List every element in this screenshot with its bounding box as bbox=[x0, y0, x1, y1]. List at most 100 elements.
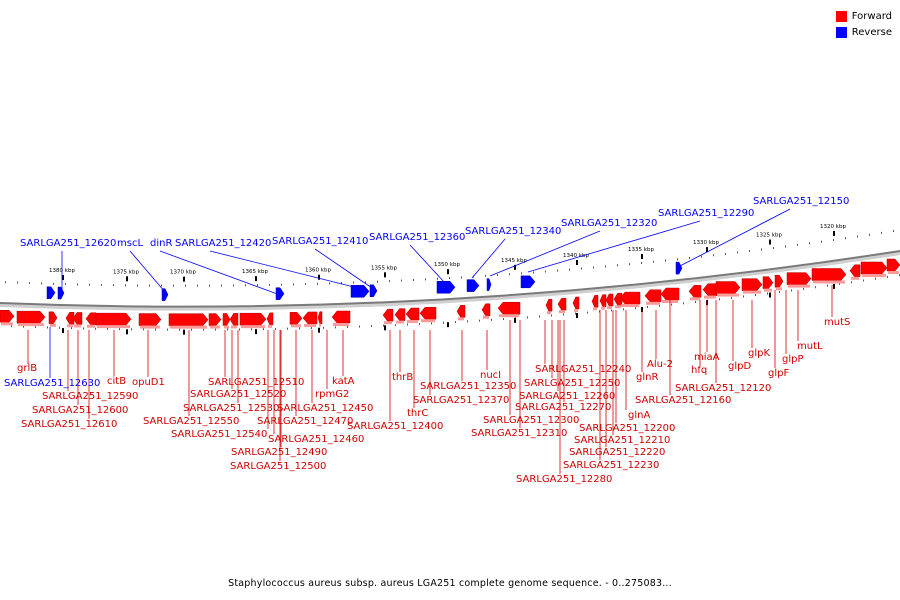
legend-forward-label: Forward bbox=[851, 11, 892, 22]
forward-gene bbox=[229, 313, 239, 326]
forward-gene-label: rpmG2 bbox=[315, 389, 349, 400]
ruler-dot bbox=[329, 282, 330, 285]
label-connector bbox=[679, 208, 791, 267]
forward-gene-shadow bbox=[241, 325, 265, 329]
ruler-dot bbox=[173, 284, 174, 287]
ruler-dot bbox=[509, 273, 510, 276]
label-connector bbox=[409, 244, 446, 284]
forward-gene-label: SARLGA251_12370 bbox=[413, 395, 509, 406]
forward-gene-label: citB bbox=[107, 376, 126, 387]
label-connector bbox=[471, 238, 506, 279]
ruler-dot bbox=[527, 316, 528, 319]
ruler-dot bbox=[677, 258, 678, 261]
ruler-dot bbox=[311, 327, 312, 330]
ruler-dot bbox=[83, 327, 84, 330]
ruler-dot bbox=[887, 275, 888, 278]
reverse-gene-label: SARLGA251_12360 bbox=[369, 232, 465, 243]
ruler-dot bbox=[563, 313, 564, 316]
forward-gene bbox=[16, 310, 46, 324]
ruler-dot bbox=[857, 235, 858, 238]
forward-gene-shadow bbox=[67, 324, 73, 328]
forward-gene-label: SARLGA251_12540 bbox=[171, 429, 267, 440]
major-tick bbox=[514, 264, 516, 270]
forward-gene-label: glpK bbox=[748, 348, 770, 359]
reverse-gene-label: SARLGA251_12290 bbox=[658, 208, 754, 219]
forward-gene-label: SARLGA251_12470 bbox=[257, 416, 353, 427]
ruler-dot bbox=[557, 269, 558, 272]
tick-label: 1365 kbp bbox=[242, 269, 268, 275]
ruler-dot bbox=[647, 306, 648, 309]
tick-label: 1370 kbp bbox=[170, 270, 196, 276]
forward-gene-shadow bbox=[97, 325, 130, 329]
tick-label: 1350 kbp bbox=[434, 262, 460, 268]
ruler-dot bbox=[323, 326, 324, 329]
ruler-dot bbox=[635, 307, 636, 310]
forward-gene-label: thrB bbox=[392, 372, 413, 383]
ruler-dot bbox=[605, 265, 606, 268]
label-connector bbox=[159, 250, 281, 296]
major-tick bbox=[255, 329, 257, 335]
forward-gene-label: SARLGA251_12510 bbox=[208, 377, 304, 388]
ruler-dot bbox=[281, 283, 282, 286]
forward-gene-label: SARLGA251_12120 bbox=[675, 383, 771, 394]
forward-gene bbox=[774, 274, 784, 288]
forward-gene bbox=[688, 285, 702, 298]
forward-gene-shadow bbox=[231, 325, 237, 329]
forward-gene-label: SARLGA251_12450 bbox=[277, 403, 373, 414]
forward-gene-shadow bbox=[601, 306, 605, 310]
ruler-dot bbox=[449, 277, 450, 280]
ruler-dot bbox=[29, 282, 30, 285]
forward-gene-label: SARLGA251_12310 bbox=[471, 428, 567, 439]
forward-gene-shadow bbox=[704, 295, 716, 299]
major-tick bbox=[447, 322, 449, 328]
major-tick bbox=[183, 276, 185, 282]
forward-gene bbox=[65, 312, 75, 325]
major-tick bbox=[514, 317, 516, 323]
ruler-dot bbox=[689, 256, 690, 259]
ruler-dot bbox=[269, 283, 270, 286]
ruler-dot bbox=[443, 321, 444, 324]
major-tick bbox=[769, 292, 771, 298]
ruler-dot bbox=[581, 267, 582, 270]
gene-features[interactable] bbox=[0, 258, 900, 329]
forward-gene-label: grlB bbox=[17, 363, 37, 374]
reverse-gene bbox=[486, 278, 492, 291]
forward-gene-label: glpP bbox=[782, 354, 804, 365]
tick-label: 1325 kbp bbox=[756, 233, 782, 239]
forward-gene-label: hfq bbox=[691, 365, 707, 376]
forward-gene-label: SARLGA251_12300 bbox=[483, 415, 579, 426]
forward-gene-shadow bbox=[851, 276, 859, 280]
ruler-dot bbox=[545, 270, 546, 273]
forward-gene-shadow bbox=[717, 293, 739, 297]
forward-gene bbox=[382, 308, 394, 322]
reverse-gene-label: SARLGA251_12340 bbox=[465, 226, 561, 237]
tick-label: 1335 kbp bbox=[628, 247, 654, 253]
ruler-dot bbox=[743, 295, 744, 298]
ruler-dot bbox=[47, 326, 48, 329]
reverse-gene bbox=[161, 288, 169, 301]
reverse-gene bbox=[350, 285, 370, 298]
reverse-gene bbox=[369, 284, 378, 298]
ruler-dot bbox=[413, 278, 414, 281]
ruler-dot bbox=[611, 309, 612, 312]
forward-gene bbox=[405, 307, 420, 321]
forward-gene-label: SARLGA251_12160 bbox=[635, 395, 731, 406]
legend: Forward Reverse bbox=[835, 9, 892, 41]
forward-gene-label: SARLGA251_12350 bbox=[420, 381, 516, 392]
reverse-gene bbox=[275, 287, 285, 300]
forward-gene bbox=[644, 289, 662, 303]
forward-gene-shadow bbox=[170, 325, 207, 329]
ruler-ticks: 1380 kbp 1375 kbp 1370 kbp 1365 kbp 1360 kbp… bbox=[5, 224, 900, 335]
ruler-dot bbox=[833, 238, 834, 241]
forward-gene bbox=[481, 303, 491, 317]
forward-gene bbox=[591, 295, 599, 308]
forward-gene bbox=[660, 287, 680, 301]
ruler-dot bbox=[593, 266, 594, 269]
reverse-gene-label: SARLGA251_12420 bbox=[175, 238, 271, 249]
ruler-dot bbox=[353, 281, 354, 284]
tick-label: 1330 kbp bbox=[693, 240, 719, 246]
label-connector bbox=[527, 220, 701, 273]
forward-gene-label: SARLGA251_12400 bbox=[347, 421, 443, 432]
forward-gene-label: mutL bbox=[797, 341, 823, 352]
